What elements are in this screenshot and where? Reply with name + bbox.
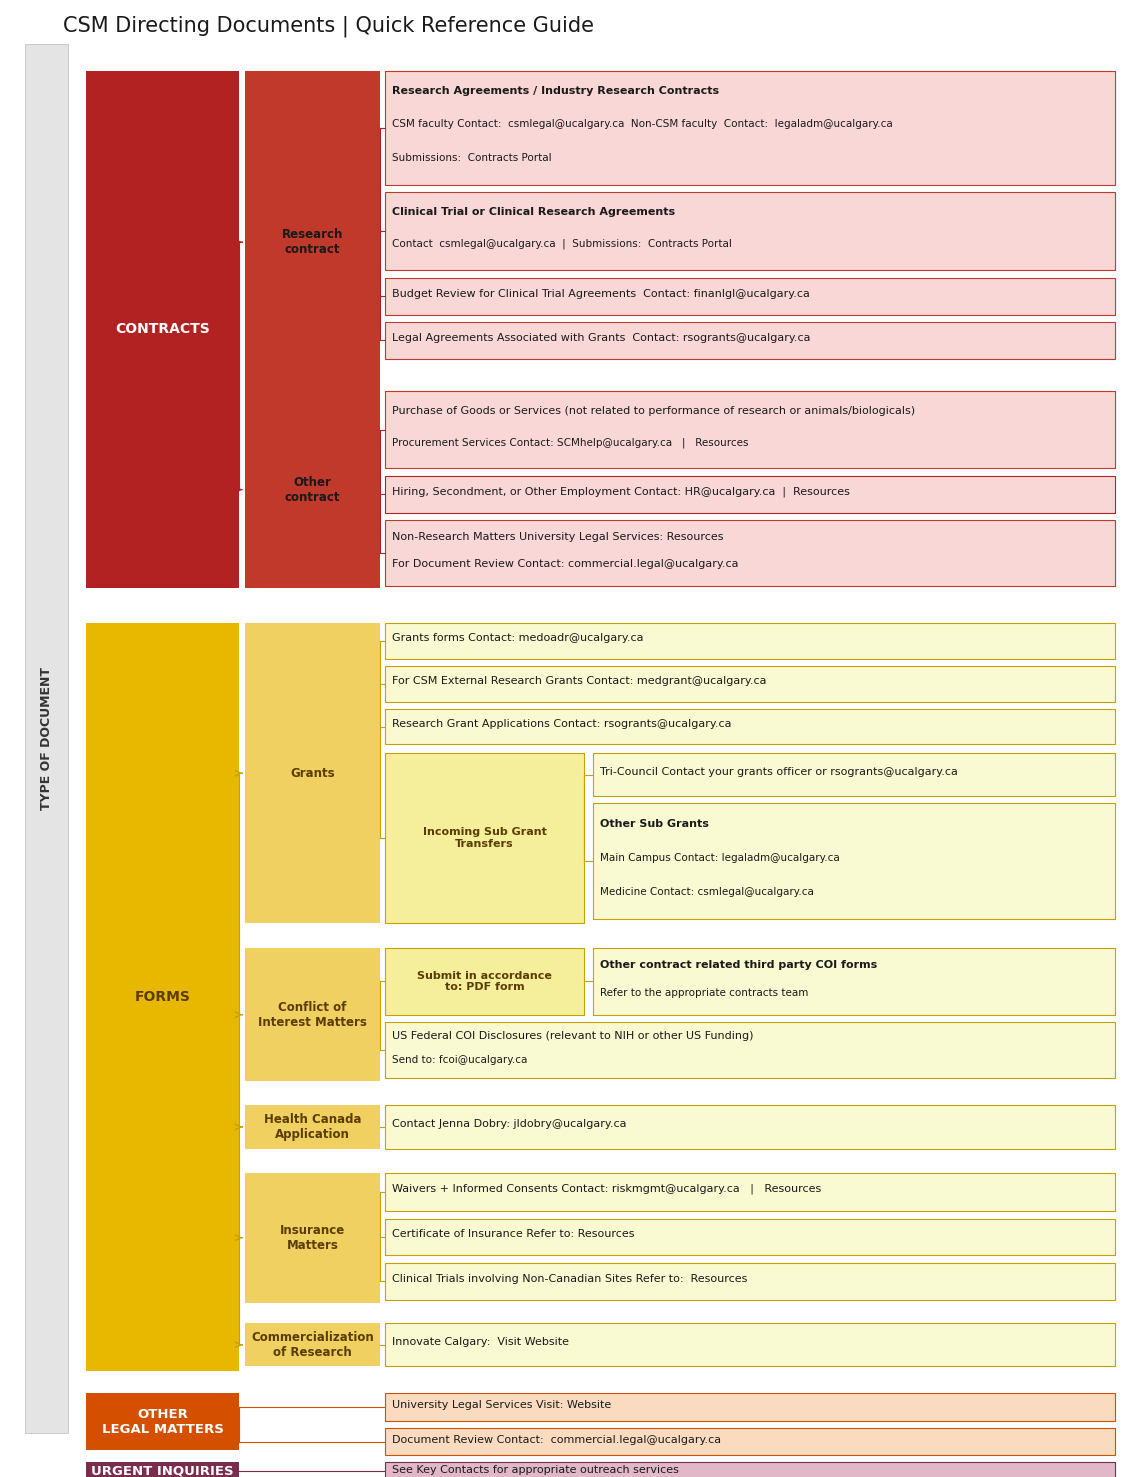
FancyBboxPatch shape — [245, 71, 380, 414]
FancyBboxPatch shape — [385, 1393, 1115, 1421]
FancyBboxPatch shape — [245, 623, 380, 923]
FancyBboxPatch shape — [385, 278, 1115, 315]
FancyBboxPatch shape — [385, 623, 1115, 659]
Text: Clinical Trial or Clinical Research Agreements: Clinical Trial or Clinical Research Agre… — [392, 207, 675, 217]
Text: FORMS: FORMS — [135, 990, 190, 1004]
FancyBboxPatch shape — [245, 948, 380, 1081]
Text: Non-Research Matters University Legal Services: Resources: Non-Research Matters University Legal Se… — [392, 532, 724, 542]
Text: Budget Review for Clinical Trial Agreements  Contact: finanlgl@ucalgary.ca: Budget Review for Clinical Trial Agreeme… — [392, 288, 811, 298]
Text: Refer to the appropriate contracts team: Refer to the appropriate contracts team — [600, 988, 808, 997]
FancyBboxPatch shape — [86, 71, 239, 588]
FancyBboxPatch shape — [245, 1105, 380, 1149]
FancyBboxPatch shape — [385, 1219, 1115, 1255]
Text: CSM faculty Contact:  csmlegal@ucalgary.ca  Non-CSM faculty  Contact:  legaladm@: CSM faculty Contact: csmlegal@ucalgary.c… — [392, 120, 893, 130]
FancyBboxPatch shape — [385, 192, 1115, 270]
Text: Send to: fcoi@ucalgary.ca: Send to: fcoi@ucalgary.ca — [392, 1055, 528, 1065]
Text: Hiring, Secondment, or Other Employment Contact: HR@ucalgary.ca  |  Resources: Hiring, Secondment, or Other Employment … — [392, 486, 850, 496]
Text: Other contract related third party COI forms: Other contract related third party COI f… — [600, 960, 877, 970]
FancyBboxPatch shape — [385, 948, 584, 1015]
Text: Other
contract: Other contract — [285, 476, 340, 504]
Text: Clinical Trials involving Non-Canadian Sites Refer to:  Resources: Clinical Trials involving Non-Canadian S… — [392, 1273, 748, 1284]
Text: Document Review Contact:  commercial.legal@ucalgary.ca: Document Review Contact: commercial.lega… — [392, 1434, 722, 1445]
Text: OTHER
LEGAL MATTERS: OTHER LEGAL MATTERS — [101, 1408, 223, 1436]
FancyBboxPatch shape — [385, 391, 1115, 468]
FancyBboxPatch shape — [385, 1105, 1115, 1149]
FancyBboxPatch shape — [385, 476, 1115, 513]
FancyBboxPatch shape — [385, 1428, 1115, 1455]
FancyBboxPatch shape — [593, 753, 1115, 796]
Text: Incoming Sub Grant
Transfers: Incoming Sub Grant Transfers — [423, 827, 546, 849]
Text: Commercialization
of Research: Commercialization of Research — [251, 1331, 374, 1359]
Text: Other Sub Grants: Other Sub Grants — [600, 818, 709, 829]
FancyBboxPatch shape — [385, 1022, 1115, 1078]
Text: Medicine Contact: csmlegal@ucalgary.ca: Medicine Contact: csmlegal@ucalgary.ca — [600, 886, 814, 897]
Text: TYPE OF DOCUMENT: TYPE OF DOCUMENT — [40, 668, 54, 809]
Text: Conflict of
Interest Matters: Conflict of Interest Matters — [258, 1001, 367, 1028]
Text: For Document Review Contact: commercial.legal@ucalgary.ca: For Document Review Contact: commercial.… — [392, 560, 739, 569]
FancyBboxPatch shape — [385, 1173, 1115, 1211]
FancyBboxPatch shape — [86, 1393, 239, 1450]
Text: Grants: Grants — [290, 767, 335, 780]
FancyBboxPatch shape — [385, 1263, 1115, 1300]
Text: Procurement Services Contact: SCMhelp@ucalgary.ca   |   Resources: Procurement Services Contact: SCMhelp@uc… — [392, 437, 749, 448]
Text: Contact Jenna Dobry: jldobry@ucalgary.ca: Contact Jenna Dobry: jldobry@ucalgary.ca — [392, 1118, 627, 1128]
Text: Research
contract: Research contract — [282, 229, 343, 256]
FancyBboxPatch shape — [86, 623, 239, 1371]
Text: Insurance
Matters: Insurance Matters — [279, 1224, 345, 1251]
Text: University Legal Services Visit: Website: University Legal Services Visit: Website — [392, 1400, 611, 1411]
Text: Contact  csmlegal@ucalgary.ca  |  Submissions:  Contracts Portal: Contact csmlegal@ucalgary.ca | Submissio… — [392, 239, 732, 250]
FancyBboxPatch shape — [245, 391, 380, 588]
Text: US Federal COI Disclosures (relevant to NIH or other US Funding): US Federal COI Disclosures (relevant to … — [392, 1031, 754, 1041]
FancyBboxPatch shape — [593, 803, 1115, 919]
Text: Certificate of Insurance Refer to: Resources: Certificate of Insurance Refer to: Resou… — [392, 1229, 635, 1239]
FancyBboxPatch shape — [385, 1323, 1115, 1366]
Text: Tri-Council Contact your grants officer or rsogrants@ucalgary.ca: Tri-Council Contact your grants officer … — [600, 767, 958, 777]
FancyBboxPatch shape — [25, 44, 68, 1433]
FancyBboxPatch shape — [385, 520, 1115, 586]
Text: Research Agreements / Industry Research Contracts: Research Agreements / Industry Research … — [392, 86, 719, 96]
FancyBboxPatch shape — [385, 322, 1115, 359]
Text: Innovate Calgary:  Visit Website: Innovate Calgary: Visit Website — [392, 1337, 569, 1347]
Text: Health Canada
Application: Health Canada Application — [263, 1114, 361, 1140]
Text: CSM Directing Documents | Quick Reference Guide: CSM Directing Documents | Quick Referenc… — [63, 15, 594, 37]
Text: For CSM External Research Grants Contact: medgrant@ucalgary.ca: For CSM External Research Grants Contact… — [392, 676, 767, 687]
Text: Legal Agreements Associated with Grants  Contact: rsogrants@ucalgary.ca: Legal Agreements Associated with Grants … — [392, 332, 811, 343]
FancyBboxPatch shape — [385, 71, 1115, 185]
Text: Research Grant Applications Contact: rsogrants@ucalgary.ca: Research Grant Applications Contact: rso… — [392, 719, 732, 730]
FancyBboxPatch shape — [593, 948, 1115, 1015]
Text: Main Campus Contact: legaladm@ucalgary.ca: Main Campus Contact: legaladm@ucalgary.c… — [600, 852, 839, 863]
Text: URGENT INQUIRIES: URGENT INQUIRIES — [91, 1465, 234, 1477]
Text: CONTRACTS: CONTRACTS — [115, 322, 210, 337]
FancyBboxPatch shape — [245, 1173, 380, 1303]
FancyBboxPatch shape — [385, 666, 1115, 702]
Text: Grants forms Contact: medoadr@ucalgary.ca: Grants forms Contact: medoadr@ucalgary.c… — [392, 634, 644, 644]
Text: Purchase of Goods or Services (not related to performance of research or animals: Purchase of Goods or Services (not relat… — [392, 406, 915, 415]
FancyBboxPatch shape — [245, 1323, 380, 1366]
FancyBboxPatch shape — [86, 1462, 239, 1477]
Text: Submit in accordance
to: PDF form: Submit in accordance to: PDF form — [417, 970, 552, 993]
Text: Waivers + Informed Consents Contact: riskmgmt@ucalgary.ca   |   Resources: Waivers + Informed Consents Contact: ris… — [392, 1185, 822, 1195]
Text: See Key Contacts for appropriate outreach services: See Key Contacts for appropriate outreac… — [392, 1465, 679, 1476]
FancyBboxPatch shape — [385, 709, 1115, 744]
FancyBboxPatch shape — [385, 753, 584, 923]
Text: Submissions:  Contracts Portal: Submissions: Contracts Portal — [392, 152, 552, 162]
FancyBboxPatch shape — [385, 1462, 1115, 1477]
